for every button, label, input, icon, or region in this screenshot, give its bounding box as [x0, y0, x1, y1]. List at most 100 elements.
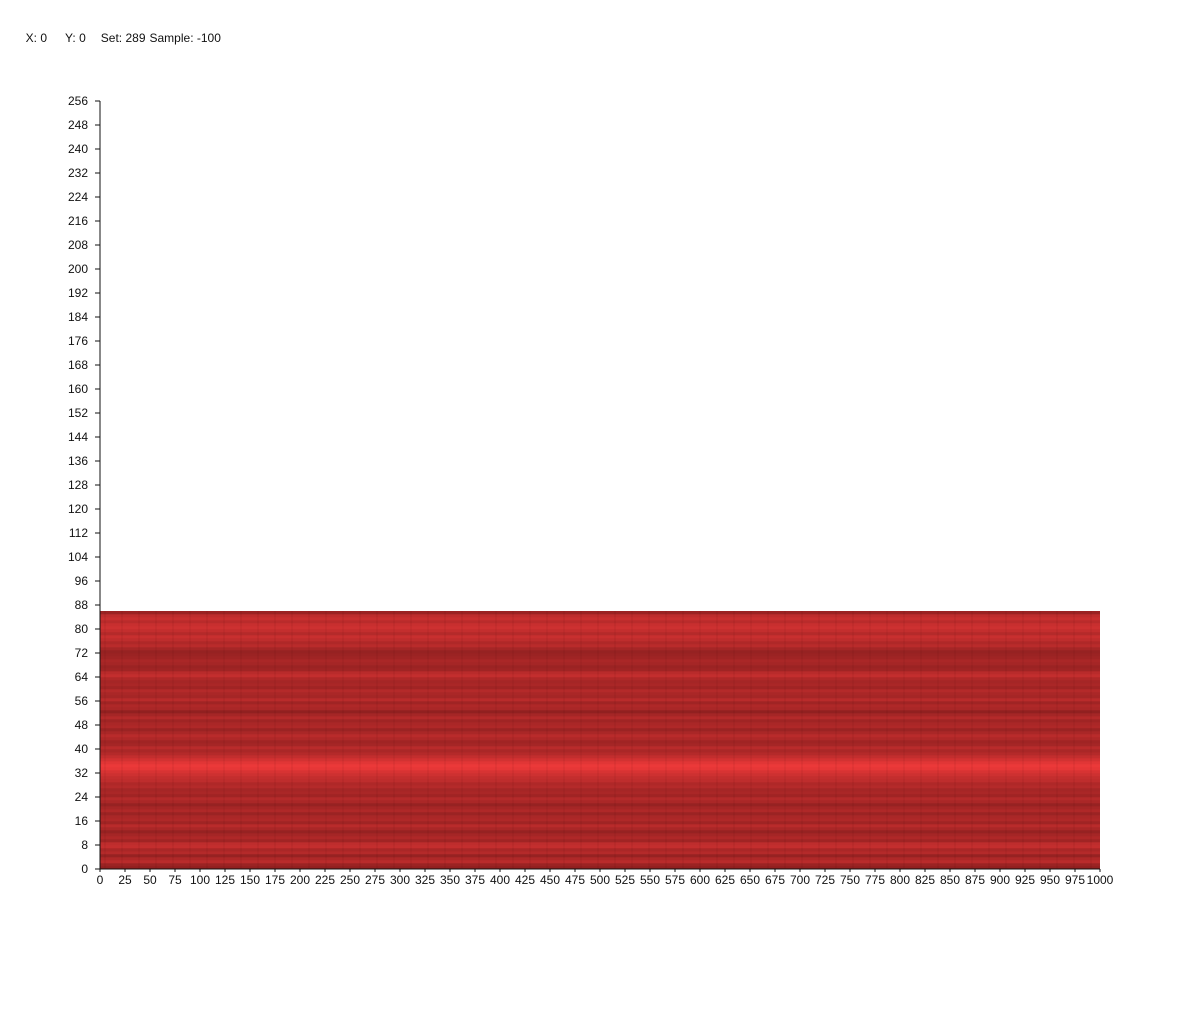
heatmap-row [100, 815, 1100, 819]
y-tick-label: 112 [69, 526, 88, 540]
heatmap-row [100, 803, 1100, 807]
heatmap-row [100, 659, 1100, 663]
sample-readout-value: -100 [196, 31, 221, 45]
heatmap-row [100, 827, 1100, 831]
y-tick-label: 144 [68, 430, 88, 444]
x-tick-label: 675 [765, 873, 785, 887]
heatmap-row [100, 713, 1100, 717]
heatmap-row [100, 620, 1100, 624]
heatmap-row [100, 737, 1100, 741]
x-tick-label: 200 [290, 873, 310, 887]
heatmap-row [100, 860, 1100, 864]
set-readout-value: 289 [125, 31, 146, 45]
x-tick-label: 550 [640, 873, 660, 887]
x-tick-label: 975 [1065, 873, 1085, 887]
set-readout: Set: 289 [101, 30, 146, 46]
heatmap-row [100, 665, 1100, 669]
heatmap-row [100, 683, 1100, 687]
x-tick-label: 250 [340, 873, 360, 887]
heatmap-row [100, 635, 1100, 639]
x-tick-label: 900 [990, 873, 1010, 887]
x-tick-label: 1000 [1087, 873, 1114, 887]
heatmap-row [100, 788, 1100, 792]
heatmap-row [100, 662, 1100, 666]
heatmap-row [100, 854, 1100, 858]
heatmap-row [100, 611, 1100, 615]
heatmap-row [100, 632, 1100, 636]
heatmap-row [100, 758, 1100, 762]
heatmap-row [100, 773, 1100, 777]
heatmap-row [100, 842, 1100, 846]
heatmap-row [100, 806, 1100, 810]
x-tick-label: 775 [865, 873, 885, 887]
heatmap-row [100, 638, 1100, 642]
x-tick-label: 800 [890, 873, 910, 887]
y-tick-label: 72 [75, 646, 89, 660]
y-readout-label: Y: [65, 31, 76, 45]
heatmap-plot-area[interactable] [100, 611, 1100, 870]
heatmap-row [100, 824, 1100, 828]
y-readout: Y: 0 [65, 30, 86, 46]
heatmap-row [100, 863, 1100, 867]
heatmap-row [100, 833, 1100, 837]
x-tick-label: 25 [118, 873, 132, 887]
heatmap-row [100, 686, 1100, 690]
heatmap-row [100, 725, 1100, 729]
x-tick-label: 600 [690, 873, 710, 887]
heatmap-row [100, 764, 1100, 768]
x-tick-label: 350 [440, 873, 460, 887]
y-tick-label: 232 [68, 166, 88, 180]
heatmap-row [100, 647, 1100, 651]
heatmap-row [100, 698, 1100, 702]
y-tick-label: 16 [75, 814, 89, 828]
heatmap-row [100, 680, 1100, 684]
y-tick-label: 0 [81, 862, 88, 876]
heatmap-row [100, 851, 1100, 855]
x-tick-label: 125 [215, 873, 235, 887]
heatmap-row [100, 866, 1100, 870]
heatmap-row [100, 644, 1100, 648]
heatmap-row [100, 800, 1100, 804]
heatmap-row [100, 614, 1100, 618]
x-tick-label: 150 [240, 873, 260, 887]
heatmap-row [100, 782, 1100, 786]
x-tick-label: 825 [915, 873, 935, 887]
heatmap-row [100, 692, 1100, 696]
y-tick-label: 184 [68, 310, 88, 324]
heatmap-row [100, 668, 1100, 672]
heatmap-row [100, 779, 1100, 783]
heatmap-row [100, 722, 1100, 726]
heatmap-row [100, 704, 1100, 708]
y-tick-label: 176 [68, 334, 88, 348]
x-tick-label: 950 [1040, 873, 1060, 887]
heatmap-row [100, 785, 1100, 789]
x-tick-label: 925 [1015, 873, 1035, 887]
heatmap-row [100, 767, 1100, 771]
y-tick-label: 160 [68, 382, 88, 396]
y-tick-label: 56 [75, 694, 89, 708]
y-axis-ticks: 0 8 16 24 32 40 48 56 64 72 80 88 96 104 112 120 128 136 1… [68, 94, 100, 876]
y-tick-label: 128 [68, 478, 88, 492]
y-readout-value: 0 [79, 31, 86, 45]
y-tick-label: 8 [81, 838, 88, 852]
y-tick-label: 224 [68, 190, 88, 204]
heatmap-row [100, 641, 1100, 645]
heatmap-row [100, 623, 1100, 627]
heatmap-row [100, 845, 1100, 849]
x-tick-label: 225 [315, 873, 335, 887]
y-tick-label: 136 [68, 454, 88, 468]
x-tick-label: 750 [840, 873, 860, 887]
y-tick-label: 40 [75, 742, 89, 756]
set-readout-label: Set: [100, 31, 123, 45]
heatmap-row [100, 689, 1100, 693]
x-tick-label: 300 [390, 873, 410, 887]
heatmap-row [100, 848, 1100, 852]
y-tick-label: 168 [68, 358, 88, 372]
heatmap-row [100, 821, 1100, 825]
y-tick-label: 240 [68, 142, 88, 156]
y-tick-label: 152 [68, 406, 88, 420]
x-tick-label: 325 [415, 873, 435, 887]
y-tick-label: 32 [75, 766, 89, 780]
x-tick-label: 100 [190, 873, 210, 887]
